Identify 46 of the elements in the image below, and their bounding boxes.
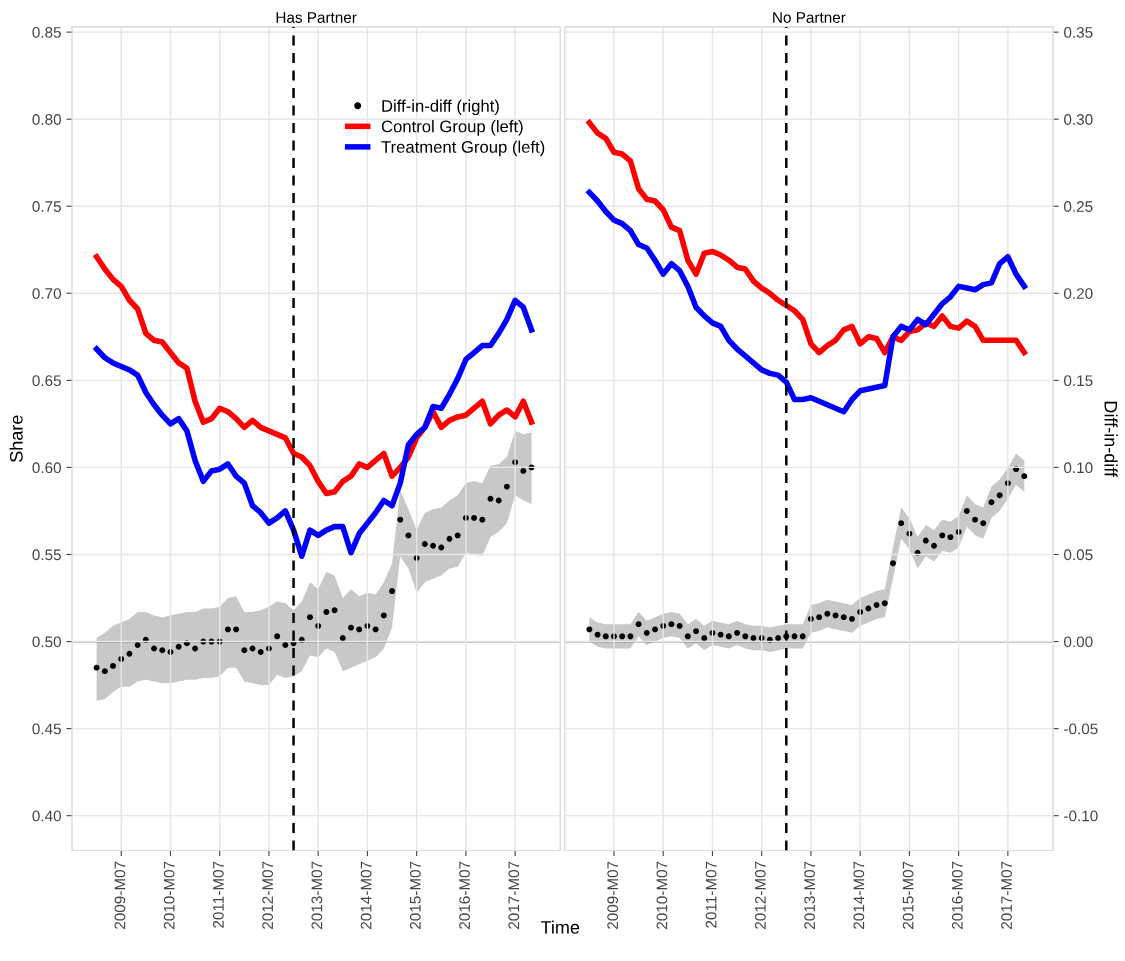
y-tick-label: 0.65	[32, 375, 61, 387]
x-tick-label: 2011-M07	[212, 861, 224, 928]
y-tick-label: 0.40	[32, 810, 61, 822]
y2-tick-label: -0.05	[1064, 723, 1098, 735]
x-tick-label: 2012-M07	[262, 861, 274, 929]
x-tick-label: 2016-M07	[459, 861, 470, 929]
chart-title: Has Partner	[276, 12, 357, 23]
y2-tick-label: 0.30	[1064, 114, 1093, 125]
y-axis-title: Share	[9, 415, 23, 462]
y2-tick-label: 0.05	[1064, 549, 1093, 561]
y-tick-label: 0.75	[32, 201, 61, 212]
x-tick-label: 2016-M07	[951, 861, 963, 929]
chart-title: No Partner	[773, 12, 846, 23]
x-tick-label: 2011-M07	[705, 861, 717, 928]
y-tick-label: 0.60	[32, 462, 61, 474]
y2-tick-label: 0.10	[1064, 462, 1093, 474]
legend-label: Diff-in-diff (right)	[382, 99, 499, 116]
y2-tick-label: 0.15	[1064, 375, 1093, 387]
y2-tick-label: 0.25	[1064, 201, 1093, 212]
x-tick-label: 2017-M07	[508, 861, 520, 929]
y2-tick-label: 0.00	[1064, 636, 1093, 648]
x-tick-label: 2012-M07	[754, 861, 766, 929]
y-tick-label: 0.85	[32, 27, 61, 38]
y-tick-label: 0.80	[32, 114, 61, 125]
x-tick-label: 2010-M07	[656, 861, 668, 929]
y-tick-label: 0.55	[32, 549, 61, 561]
x-tick-label: 2010-M07	[163, 861, 175, 929]
x-tick-label: 2014-M07	[360, 861, 372, 929]
y2-tick-label: 0.35	[1064, 27, 1093, 38]
x-tick-label: 2013-M07	[804, 861, 816, 929]
y-tick-label: 0.50	[32, 636, 61, 648]
legend-label: Control Group (left)	[381, 120, 523, 136]
x-tick-label: 2015-M07	[902, 861, 914, 929]
y-tick-label: 0.70	[32, 288, 61, 299]
legend-label: Treatment Group (left)	[381, 140, 545, 157]
x-axis-title: Time	[540, 920, 580, 934]
x-tick-label: 2014-M07	[853, 861, 865, 929]
y2-tick-label: 0.20	[1064, 288, 1093, 299]
y-tick-label: 0.45	[32, 723, 61, 735]
x-tick-label: 2009-M07	[114, 861, 126, 929]
x-tick-label: 2009-M07	[607, 861, 619, 929]
x-tick-label: 2017-M07	[1001, 861, 1012, 929]
x-tick-label: 2013-M07	[311, 861, 323, 929]
x-tick-label: 2015-M07	[409, 861, 421, 929]
y2-axis-title: Diff-in-diff	[1104, 401, 1118, 478]
y2-tick-label: -0.10	[1064, 810, 1098, 822]
